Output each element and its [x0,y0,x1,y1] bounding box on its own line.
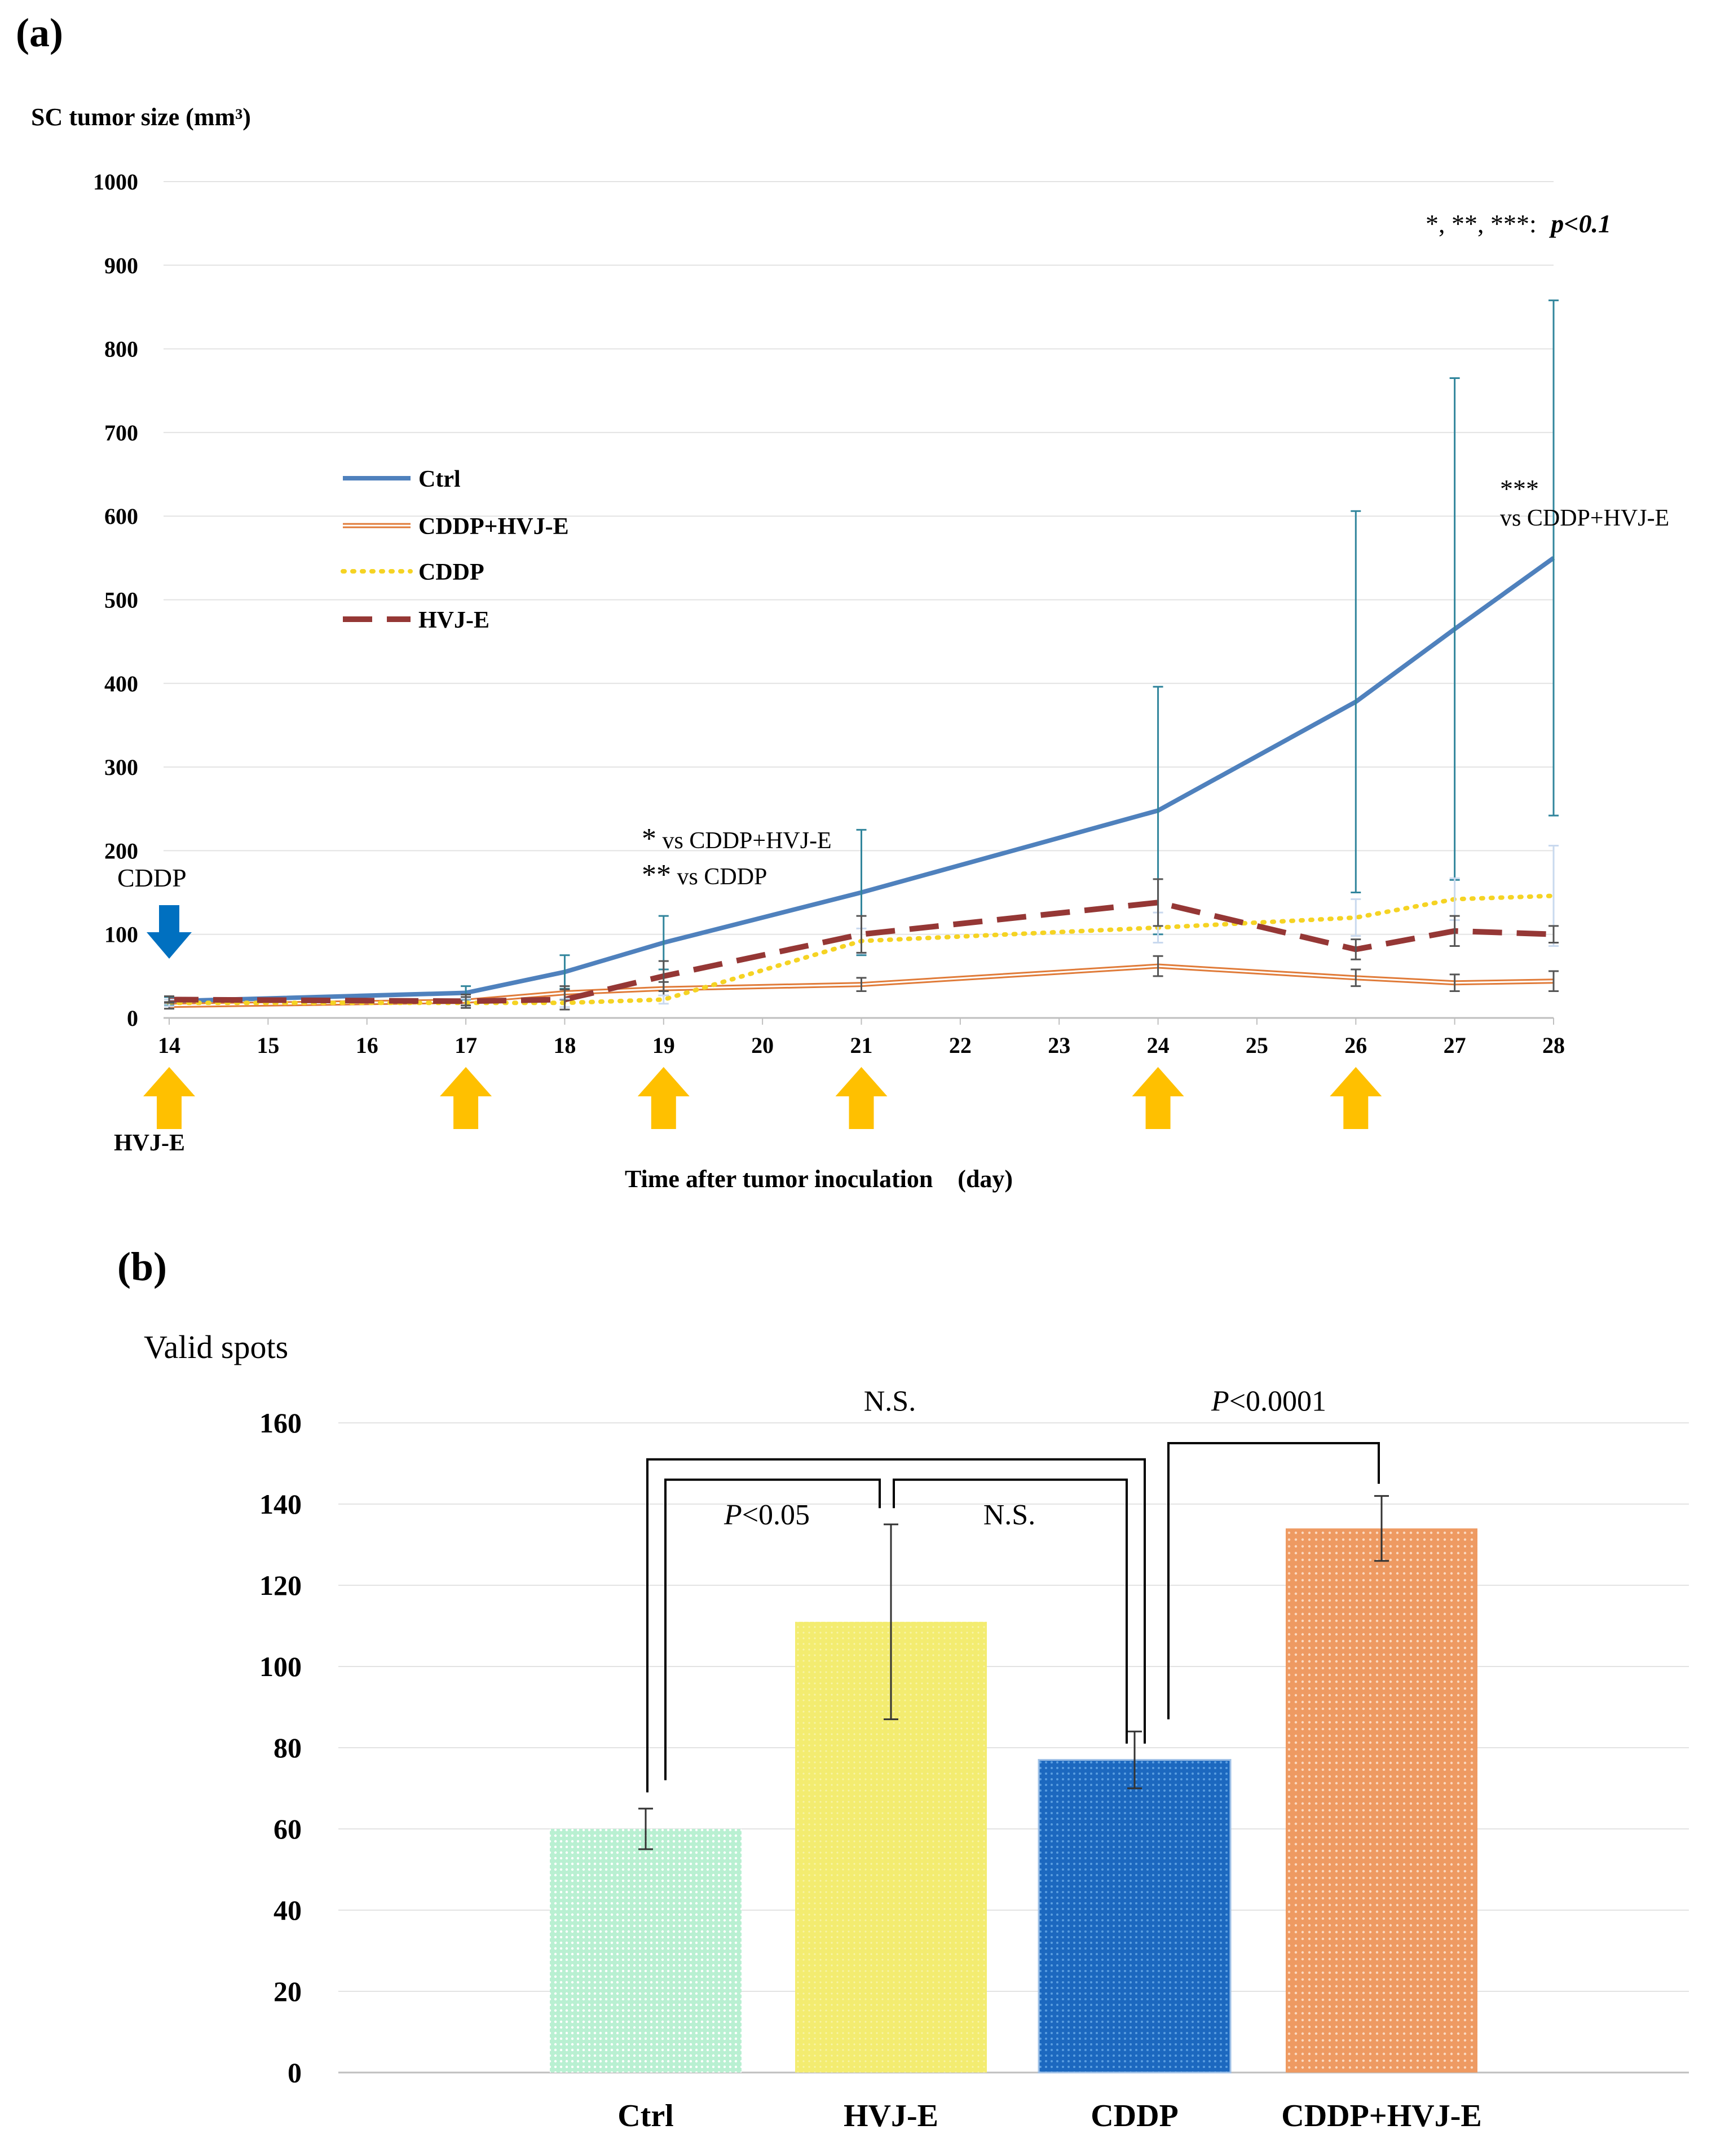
y-tick-label-80: 80 [273,1732,302,1763]
panel-b-error-bars [638,1495,1389,1850]
panel-a-line-chart: SC tumor size (mm³) 0 100 200 300 400 500 600 7… [31,103,1669,1193]
y-tick-label-60: 60 [273,1813,302,1845]
x-tick-label-16: 16 [356,1033,378,1058]
y-tick-label-140: 140 [259,1488,302,1520]
bar-bar_cddp [1038,1759,1232,2074]
y-tick-label-600: 600 [104,504,138,529]
panel-a-y-axis-label: SC tumor size (mm³) [31,103,251,131]
panel-b-bars [550,1528,1477,2074]
day28-annotation: vs CDDP+HVJ-E [1500,505,1669,531]
panel-a-y-ticks: 0 100 200 300 400 500 600 700 800 900 1000 [93,169,138,1031]
hvje-injection-arrow-icon [143,1067,195,1129]
x-tick-label-22: 22 [949,1033,972,1058]
panel-b-y-axis-label: Valid spots [144,1329,288,1365]
y-tick-label-900: 900 [104,253,138,278]
hvje-injection-arrow-icon [440,1067,492,1129]
hvje-arrow-label: HVJ-E [114,1130,185,1156]
bracket-label-ctrl-hvje: P<0.05 [723,1499,810,1531]
x-tick-label-bar_ctrl: Ctrl [617,2098,674,2133]
hvje-injection-arrow-icon [1330,1067,1382,1129]
bracket-label-hvje-cddp: N.S. [983,1499,1035,1531]
day28-stars: *** [1500,474,1539,503]
legend-label-ctrl: Ctrl [418,466,461,492]
y-tick-label-400: 400 [104,671,138,696]
y-tick-label-120: 120 [259,1569,302,1601]
x-tick-label-14: 14 [158,1033,180,1058]
y-tick-label-0: 0 [127,1006,138,1031]
bracket-ctrl-hvje [664,1478,881,1780]
hvje-injection-arrow-icon [1132,1067,1184,1129]
y-tick-label-160: 160 [259,1407,302,1439]
bar-bar_ctrl [550,1829,742,2073]
x-tick-label-23: 23 [1048,1033,1070,1058]
bracket-ctrl-cddp [646,1458,1146,1793]
x-tick-label-24: 24 [1147,1033,1170,1058]
cddp-arrow-label: CDDP [117,863,187,892]
y-tick-label-300: 300 [104,755,138,780]
bracket-cddp-cddphvje [1167,1442,1380,1719]
day19-annotation-line2: ** vs CDDP [642,859,767,891]
panel-a-x-ticks: 14 15 16 17 18 19 20 21 22 23 24 25 26 27 28 [158,1018,1565,1058]
x-tick-label-bar_hvje: HVJ-E [844,2098,938,2133]
x-tick-label-bar_cddp: CDDP [1091,2098,1179,2133]
bracket-label-cddp-cddphvje: P<0.0001 [1211,1385,1326,1417]
day19-annotation-line1: * vs CDDP+HVJ-E [642,823,832,855]
significance-p-value: p<0.1 [1548,209,1611,238]
x-tick-label-28: 28 [1542,1033,1565,1058]
hvje-injection-arrow-icon [835,1067,888,1129]
panel-a-error-bars [164,299,1559,1011]
legend-label-hvje: HVJ-E [418,607,489,633]
y-tick-label-100: 100 [259,1651,302,1682]
x-tick-label-20: 20 [751,1033,774,1058]
y-tick-label-1000: 1000 [93,169,138,195]
x-tick-label-26: 26 [1344,1033,1367,1058]
panel-b-y-ticks: 0 20 40 60 80 100 120 140 160 [259,1407,302,2088]
panel-b-x-ticks: Ctrl HVJ-E CDDP CDDP+HVJ-E [617,2098,1481,2133]
panel-a-legend: Ctrl CDDP+HVJ-E CDDP HVJ-E [341,466,569,633]
bracket-label-ctrl-cddp: N.S. [864,1385,916,1417]
panel-b-bar-chart: Valid spots 0 20 40 60 80 100 120 140 160 Ctrl HV… [144,1329,1689,2133]
panel-a-gridlines [164,181,1554,1019]
x-tick-label-19: 19 [652,1033,675,1058]
panel-a-x-axis-label: Time after tumor inoculation (day) [625,1165,1013,1193]
y-tick-label-0: 0 [288,2057,302,2088]
panel-b-significance-brackets: N.S. P<0.05 N.S. P<0.0001 [646,1385,1380,1793]
hvje-injection-arrow-icon [637,1067,690,1129]
x-tick-label-25: 25 [1246,1033,1268,1058]
series-line-hvje [169,900,1554,1004]
bar-bar_cddp_hvje [1286,1528,1477,2073]
y-tick-label-100: 100 [104,922,138,947]
y-tick-label-200: 200 [104,838,138,863]
x-tick-label-bar_cddp_hvje: CDDP+HVJ-E [1281,2098,1481,2133]
y-tick-label-20: 20 [273,1976,302,2007]
panel-b-label: (b) [117,1244,167,1289]
x-tick-label-17: 17 [455,1033,477,1058]
legend-label-cddp: CDDP [418,559,484,585]
y-tick-label-800: 800 [104,337,138,362]
x-tick-label-18: 18 [553,1033,576,1058]
panel-a-injection-arrows [143,905,1382,1129]
x-tick-label-27: 27 [1444,1033,1466,1058]
legend-label-cddp_hvje: CDDP+HVJ-E [418,514,569,540]
significance-note: *, **, ***: p<0.1 [1426,209,1611,238]
bracket-hvje-cddp [893,1478,1128,1744]
x-tick-label-15: 15 [257,1033,279,1058]
y-tick-label-40: 40 [273,1894,302,1926]
cddp-injection-arrow-icon [147,905,192,959]
y-tick-label-700: 700 [104,420,138,446]
x-tick-label-21: 21 [850,1033,873,1058]
panel-a-label: (a) [16,10,63,55]
y-tick-label-500: 500 [104,588,138,613]
